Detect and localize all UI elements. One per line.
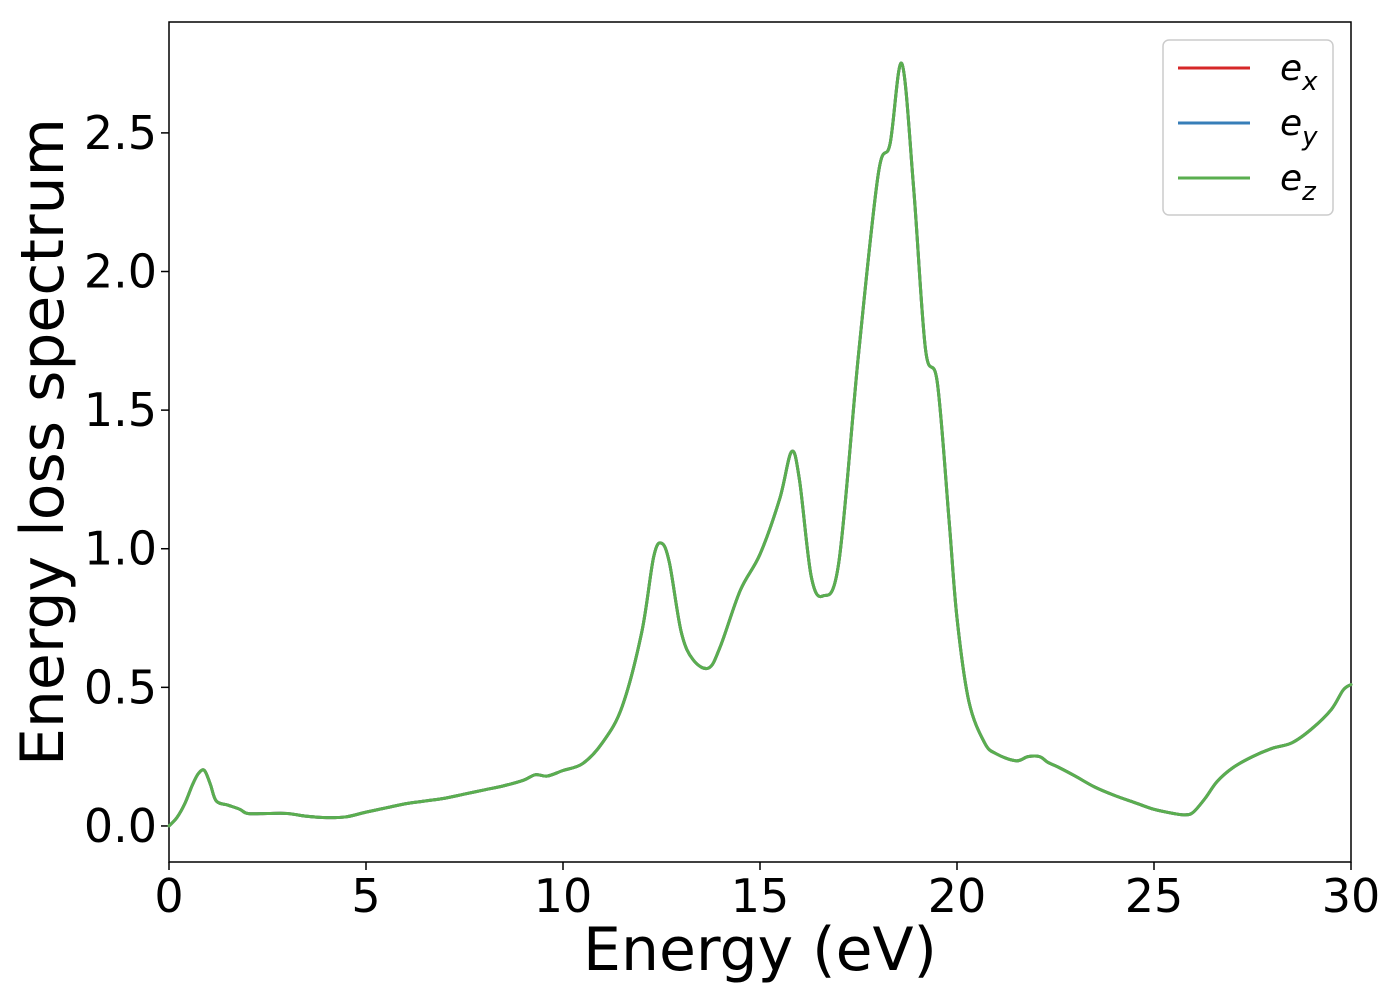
x-tick-label: 20 bbox=[928, 869, 987, 923]
legend-label-x: ex bbox=[1280, 48, 1318, 97]
y-tick-label: 0.5 bbox=[84, 660, 157, 714]
y-tick-label: 1.0 bbox=[84, 522, 157, 576]
x-tick-label: 10 bbox=[534, 869, 593, 923]
x-tick-label: 5 bbox=[351, 869, 380, 923]
x-axis-label: Energy (eV) bbox=[583, 915, 937, 985]
y-tick-label: 2.5 bbox=[84, 106, 157, 160]
x-tick-label: 0 bbox=[154, 869, 183, 923]
series-layer bbox=[167, 62, 1353, 828]
x-tick-label: 25 bbox=[1125, 869, 1184, 923]
x-tick-label: 30 bbox=[1322, 869, 1381, 923]
legend-box bbox=[1162, 39, 1334, 216]
y-tick-label: 0.0 bbox=[84, 799, 157, 853]
y-tick-label: 1.5 bbox=[84, 383, 157, 437]
series-line-e-z bbox=[167, 62, 1353, 828]
x-axis-ticks: 0 5 10 15 20 25 30 bbox=[154, 862, 1380, 923]
x-tick-label: 15 bbox=[731, 869, 790, 923]
y-axis-ticks: 0.0 0.5 1.0 1.5 2.0 2.5 bbox=[84, 106, 169, 853]
y-tick-label: 2.0 bbox=[84, 245, 157, 299]
legend: ex ey ez bbox=[1162, 39, 1334, 216]
y-axis-label: Energy loss spectrum bbox=[8, 118, 78, 766]
legend-label-y: ey bbox=[1280, 103, 1318, 152]
legend-label-z: ez bbox=[1280, 158, 1317, 207]
